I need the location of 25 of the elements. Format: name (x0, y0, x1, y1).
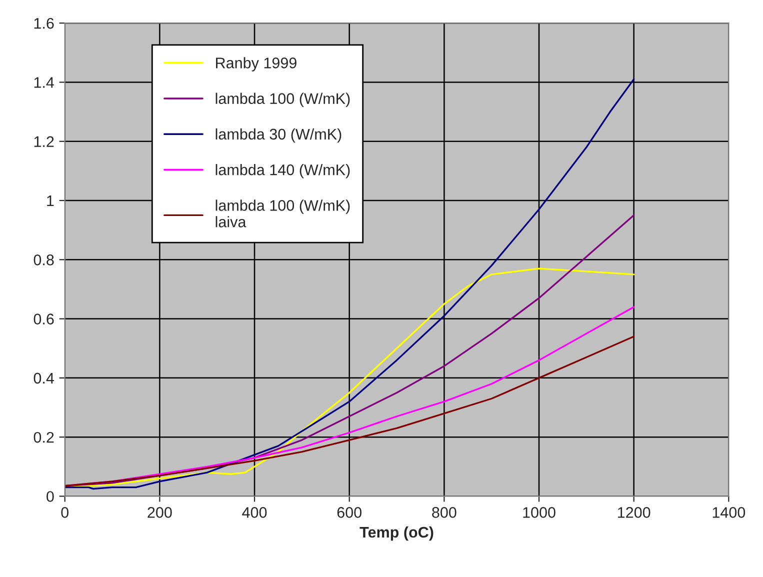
y-tick-label: 0 (46, 491, 54, 502)
x-tick-label: 1200 (618, 507, 650, 518)
x-tick-label: 1000 (523, 507, 556, 518)
legend-label: Ranby 1999 (216, 57, 296, 72)
y-tick-label: 0.6 (34, 314, 54, 324)
x-tick-label: 600 (337, 507, 362, 518)
line-series (64, 336, 635, 487)
x-tick-label: 200 (148, 507, 172, 518)
x-tick-label: 800 (432, 507, 456, 518)
x-tick-label: 1400 (712, 507, 746, 518)
line-series (64, 78, 635, 490)
y-tick-label: 0.8 (34, 254, 54, 266)
y-tick-label: 1.2 (34, 136, 54, 147)
y-tick-label: 1.4 (34, 77, 54, 88)
x-axis-title: Temp (oC) (360, 526, 434, 541)
legend-label: lambda 100 (W/mK) laiva (216, 200, 350, 228)
y-tick-label: 1.6 (34, 18, 54, 29)
y-tick-label: 1 (47, 196, 54, 206)
y-tick-label: 0.4 (34, 372, 54, 384)
y-tick-label: 0.2 (34, 432, 54, 443)
legend-label: lambda 100 (W/mK) (216, 92, 350, 107)
x-tick-label: 0 (61, 507, 69, 518)
x-tick-label: 400 (242, 507, 267, 518)
legend-label: lambda 140 (W/mK) (216, 164, 350, 178)
legend-label: lambda 30 (W/mK) (216, 128, 342, 143)
